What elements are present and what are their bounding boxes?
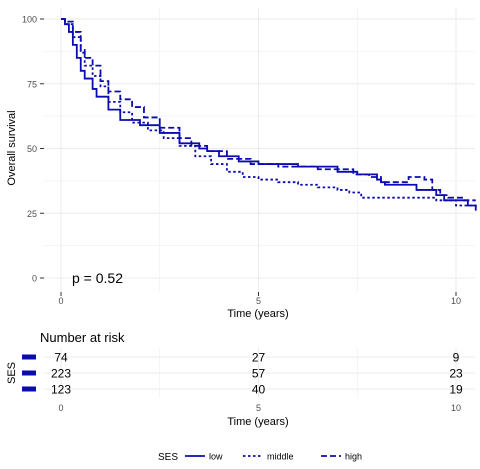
risk-x-tick-label: 5 — [256, 403, 261, 413]
risk-legend-key-middle — [22, 370, 36, 376]
risk-table-x-label: Time (years) — [227, 416, 288, 428]
risk-count: 57 — [252, 367, 266, 381]
risk-x-tick-label: 10 — [451, 403, 461, 413]
risk-legend-key-high — [22, 386, 36, 392]
legend-label-low: low — [209, 452, 223, 462]
y-axis-label: Overall survival — [6, 110, 18, 185]
survival-curve-middle — [61, 18, 477, 209]
risk-count: 27 — [252, 351, 266, 365]
risk-count: 9 — [453, 351, 460, 365]
legend: SES low middle high — [158, 452, 362, 464]
risk-count: 23 — [449, 367, 463, 381]
y-tick-label: 50 — [27, 144, 37, 154]
y-tick-label: 75 — [27, 79, 37, 89]
risk-count: 223 — [51, 367, 71, 381]
main-plot-panel: 0 25 50 75 100 0 5 10 — [22, 8, 477, 306]
legend-title: SES — [158, 452, 178, 463]
risk-table-title: Number at risk — [40, 330, 125, 345]
x-tick-label: 5 — [256, 296, 261, 306]
x-tick-label: 0 — [58, 296, 63, 306]
x-tick-label: 10 — [451, 296, 461, 306]
x-axis-label: Time (years) — [227, 308, 288, 320]
risk-table-y-label: SES — [6, 362, 18, 384]
survival-curve-low — [61, 18, 477, 211]
risk-count: 40 — [252, 383, 266, 397]
y-tick-label: 25 — [27, 209, 37, 219]
risk-x-tick-label: 0 — [58, 403, 63, 413]
risk-count: 123 — [51, 383, 71, 397]
p-value-annotation: p = 0.52 — [72, 270, 123, 286]
y-tick-label: 0 — [32, 274, 37, 284]
risk-count: 19 — [449, 383, 463, 397]
risk-table-panel: 74 27 9 223 57 23 123 40 19 0 5 10 — [22, 348, 475, 413]
survival-curve-high — [61, 18, 476, 202]
risk-legend-key-low — [22, 354, 36, 360]
legend-label-middle: middle — [267, 452, 294, 462]
y-tick-label: 100 — [22, 15, 37, 25]
legend-label-high: high — [345, 452, 362, 462]
risk-count: 74 — [54, 351, 68, 365]
